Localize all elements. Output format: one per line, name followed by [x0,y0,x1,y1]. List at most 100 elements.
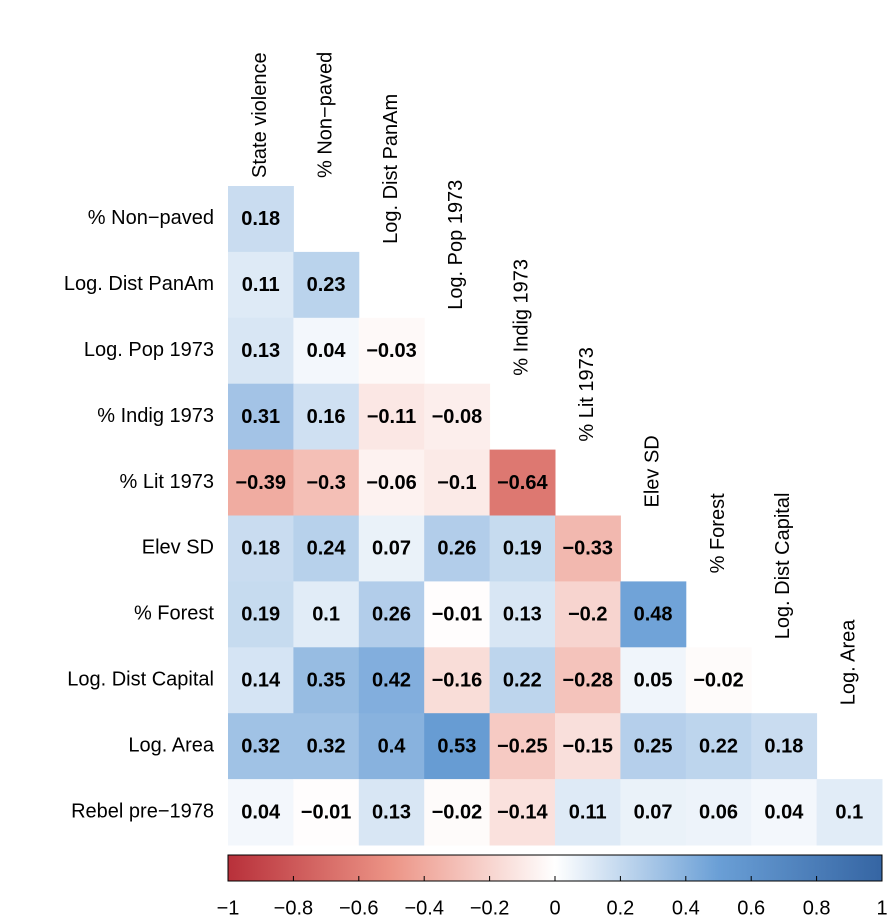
cell-value-label: 0.13 [503,604,542,626]
heatmap-cell [358,515,425,582]
cell-value-label: 0.11 [569,801,607,823]
cell-value-label: 0.42 [372,670,411,692]
cell-value-label: −0.28 [562,670,613,692]
heatmap-cell [620,647,687,714]
colorbar-tick-label: 0 [549,897,560,919]
heatmap-cell [751,713,818,780]
cell-value-label: −0.08 [432,406,483,428]
colorbar-tick-label: −0.8 [274,897,313,919]
heatmap-cell [293,515,360,582]
heatmap-cell [228,383,294,451]
heatmap-cell [424,449,491,516]
cell-value-label: −0.1 [437,472,476,494]
heatmap-cell [555,581,621,648]
cell-value-label: −0.25 [497,735,548,757]
cell-value-label: −0.2 [568,604,607,626]
heatmap-cell [228,713,294,780]
cell-value-label: 0.19 [241,604,280,626]
row-label: Log. Pop 1973 [84,339,214,361]
cell-value-label: 0.26 [437,538,476,560]
heatmap-cell [293,449,360,516]
heatmap-cell [424,647,491,714]
cell-value-label: −0.02 [693,670,744,692]
heatmap-cell [685,647,752,714]
cell-value-label: 0.13 [241,340,280,362]
cell-value-label: 0.1 [835,801,863,823]
cell-value-label: 0.35 [307,670,346,692]
cell-value-label: 0.18 [764,735,803,757]
heatmap-cell [228,186,294,253]
row-label: Log. Dist Capital [67,669,214,691]
cell-value-label: −0.01 [432,604,483,626]
heatmap-cell [358,383,425,451]
heatmap-cell [293,251,360,319]
colorbar-tick-label: 0.4 [672,897,700,919]
heatmap-cell [358,779,425,846]
column-label: % Indig 1973 [511,259,533,376]
heatmap-cell [489,779,556,846]
cell-value-label: 0.16 [307,406,346,428]
cell-value-label: 0.04 [307,340,347,362]
column-label: % Forest [707,493,729,573]
heatmap-cell [358,647,425,714]
cell-value-label: 0.23 [307,274,346,296]
heatmap-cell [489,515,556,582]
cell-value-label: −0.03 [366,340,417,362]
colorbar-tick-label: 0.2 [606,897,634,919]
cell-value-label: 0.32 [307,735,346,757]
cell-value-label: 0.22 [503,670,542,692]
colorbar-tick-label: −1 [217,897,240,919]
cell-value-label: 0.07 [372,538,411,560]
row-label: Rebel pre−1978 [71,800,214,822]
cell-value-label: 0.07 [634,801,673,823]
cell-value-label: 0.4 [378,735,407,757]
cell-value-label: 0.26 [372,604,411,626]
cell-value-label: 0.1 [312,604,340,626]
cell-value-label: −0.33 [562,538,613,560]
heatmap-cell [620,713,687,780]
heatmap-cell [293,317,360,385]
heatmap-cell [293,581,360,648]
heatmap-cell [228,449,294,516]
cell-value-label: −0.16 [432,670,483,692]
heatmap-cell [424,713,491,780]
heatmap-cell [555,647,621,714]
heatmap-cell [489,647,556,714]
heatmap-cell [358,581,425,648]
heatmap-cell [555,779,621,846]
row-label: % Non−paved [88,207,214,229]
heatmap-cell [685,713,752,780]
row-label: % Forest [134,603,214,625]
cell-value-label: 0.18 [241,208,280,230]
cell-value-label: −0.64 [497,472,548,494]
cell-value-label: 0.32 [241,735,280,757]
colorbar-tick-label: −0.4 [404,897,443,919]
cell-value-label: −0.3 [306,472,345,494]
heatmap-cell [228,515,294,582]
cell-value-label: −0.14 [497,801,548,823]
heatmap-cell [489,581,556,648]
column-label: Log. Dist Capital [772,493,794,640]
heatmap-cell [424,779,491,846]
cell-value-label: 0.25 [634,735,673,757]
heatmap-cell [228,317,294,385]
column-label: State violence [249,52,271,178]
cell-value-label: 0.04 [764,801,804,823]
cell-value-label: 0.14 [241,670,281,692]
heatmap-cell [228,779,294,846]
heatmap-cell [555,515,621,582]
colorbar-tick-label: 1 [876,897,887,919]
cell-value-label: −0.11 [367,406,417,428]
heatmap-cell [293,779,360,846]
row-label: Elev SD [142,537,214,559]
column-label: % Non−paved [314,52,336,178]
row-label: Log. Area [128,734,215,756]
cell-value-label: 0.53 [437,735,476,757]
colorbar-tick-label: −0.2 [470,897,509,919]
column-label: Log. Dist PanAm [380,94,402,244]
heatmap-cell [816,779,883,846]
cell-value-label: 0.31 [241,406,280,428]
row-label: % Indig 1973 [97,405,214,427]
heatmap-cell [489,713,556,780]
heatmap-cell [228,581,294,648]
